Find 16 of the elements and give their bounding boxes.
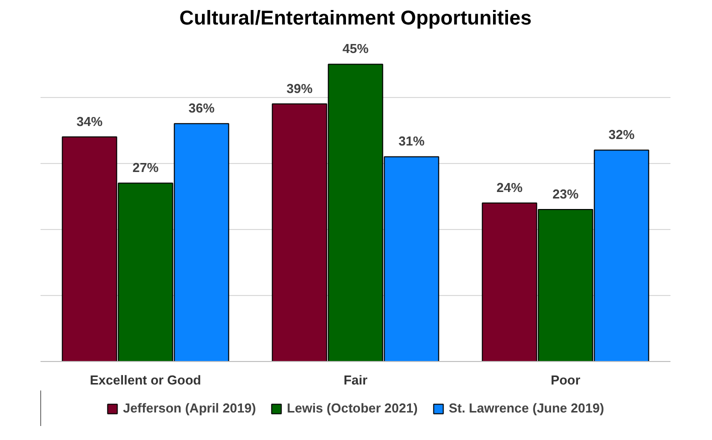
data-label: 34%	[76, 114, 103, 129]
x-tick-label: Poor	[550, 372, 580, 388]
legend-label: Jefferson (April 2019)	[122, 400, 256, 416]
x-tick-label: Excellent or Good	[90, 372, 202, 388]
chart-title: Cultural/Entertainment Opportunities	[179, 8, 532, 30]
data-label: 32%	[608, 127, 635, 142]
data-label: 45%	[342, 41, 369, 56]
legend-label: Lewis (October 2021)	[286, 400, 418, 416]
x-tick-label: Fair	[344, 372, 368, 388]
data-label: 39%	[286, 80, 313, 96]
data-label: 36%	[188, 100, 215, 116]
data-label: 31%	[398, 134, 425, 149]
data-label: 23%	[552, 186, 579, 202]
data-label: 27%	[132, 160, 159, 176]
legend-label: St. Lawrence (June 2019)	[448, 400, 604, 416]
data-label: 24%	[496, 180, 523, 195]
